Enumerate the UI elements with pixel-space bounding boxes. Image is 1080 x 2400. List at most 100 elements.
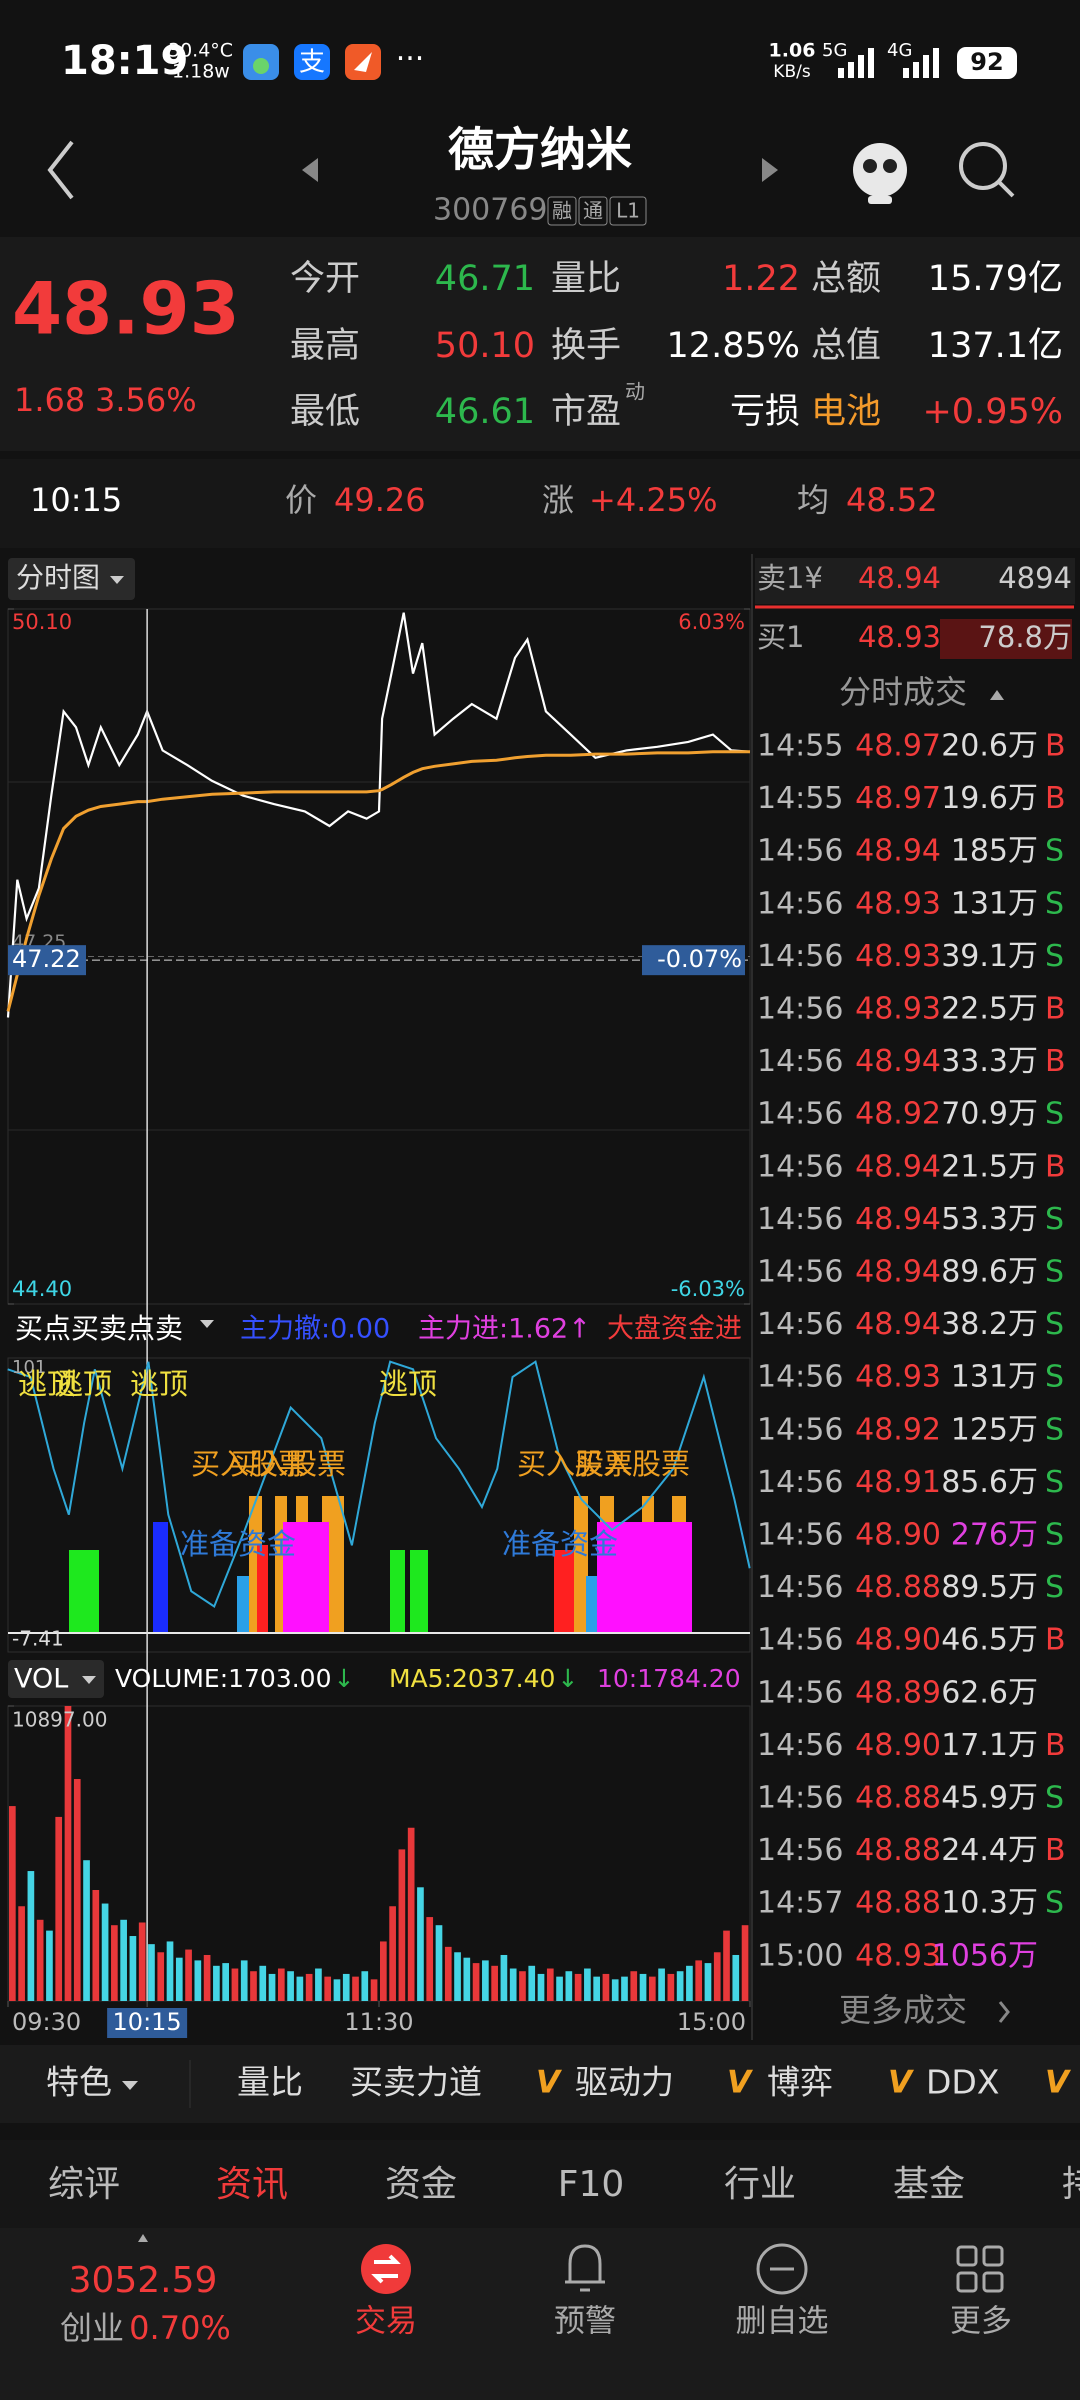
signal-label: 准备资金 bbox=[180, 1527, 296, 1561]
volume-bar bbox=[370, 1979, 378, 2001]
signal-type: 4G bbox=[887, 40, 912, 61]
signal-type: 5G bbox=[822, 40, 847, 61]
volume-bar bbox=[398, 1849, 406, 2001]
volume-bar bbox=[509, 1968, 517, 2001]
dropdown-arrow bbox=[110, 576, 124, 584]
vol-menu-button[interactable] bbox=[8, 1660, 104, 1698]
trade-volume: 53.3万 bbox=[941, 1202, 1038, 1237]
trade-side: B bbox=[1045, 1149, 1066, 1184]
volume-stat: MA5:2037.40 bbox=[389, 1664, 555, 1693]
signal-label: 准备资金 bbox=[502, 1527, 618, 1561]
chart-menu-button[interactable] bbox=[8, 558, 135, 600]
tab[interactable]: 资金 bbox=[385, 2164, 457, 2205]
volume-bar bbox=[342, 1973, 350, 2001]
trades-title: 分时成交 bbox=[839, 673, 967, 711]
feature-item[interactable]: 量比 bbox=[237, 2063, 303, 2102]
more-icon[interactable] bbox=[956, 2245, 1004, 2293]
feature-bar bbox=[0, 2045, 1080, 2123]
next-stock[interactable] bbox=[762, 158, 778, 182]
search-icon[interactable] bbox=[959, 142, 1015, 198]
prev-stock[interactable] bbox=[302, 158, 318, 182]
volume-bar bbox=[92, 1890, 100, 2001]
nav-item[interactable]: 更多 bbox=[950, 2304, 1012, 2340]
dropdown-arrow bbox=[200, 1320, 214, 1328]
feature-item[interactable]: DDX bbox=[926, 2063, 999, 2102]
trade-side: S bbox=[1045, 939, 1064, 974]
stat-label: 量比 bbox=[551, 259, 621, 299]
book-label: 买1 bbox=[757, 620, 804, 654]
tab[interactable]: F10 bbox=[558, 2164, 625, 2205]
volume-bar bbox=[713, 1952, 721, 2001]
tab[interactable]: 持仓 bbox=[1062, 2164, 1080, 2205]
tab[interactable]: 资讯 bbox=[216, 2164, 288, 2205]
volume-bar bbox=[27, 1871, 35, 2001]
trade-price: 48.93 bbox=[855, 886, 941, 921]
trade-side: S bbox=[1045, 1518, 1064, 1553]
crosshair-label-bg bbox=[8, 945, 86, 976]
trade-time: 14:56 bbox=[757, 886, 843, 921]
feature-item[interactable]: 驱动力 bbox=[575, 2063, 674, 2102]
crosshair-y-label: 47.22 bbox=[12, 945, 81, 973]
trade-side: B bbox=[1045, 1728, 1066, 1763]
chart-menu[interactable]: 分时图 bbox=[16, 561, 100, 594]
indicator-value: 主力撤:0.00 bbox=[240, 1314, 390, 1345]
trade-price: 48.93 bbox=[855, 1938, 941, 1973]
stat-value: 137.1亿 bbox=[928, 326, 1063, 366]
y2-tick-label: -6.03% bbox=[671, 1277, 745, 1301]
volume-bar bbox=[259, 1965, 267, 2001]
volume-bar bbox=[704, 1963, 712, 2001]
x-tick-label: 11:30 bbox=[344, 2008, 413, 2036]
stat-label-sup: 动 bbox=[625, 380, 645, 404]
volume-bar bbox=[658, 1968, 665, 2001]
volume-bar bbox=[556, 1976, 563, 2001]
trade-side: S bbox=[1045, 1465, 1064, 1500]
more-trades[interactable]: 更多成交 bbox=[839, 1991, 967, 2029]
trade-time: 14:56 bbox=[757, 1097, 843, 1132]
tab[interactable]: 行业 bbox=[724, 2164, 796, 2205]
trade-time: 14:56 bbox=[757, 1307, 843, 1342]
volume-bar bbox=[380, 1941, 387, 2001]
trade-price: 48.94 bbox=[855, 1255, 941, 1290]
tab[interactable]: 基金 bbox=[893, 2164, 965, 2205]
sort-arrow bbox=[990, 690, 1004, 700]
alert-icon[interactable] bbox=[565, 2244, 605, 2292]
app-icon-glyph bbox=[354, 52, 372, 72]
trade-icon[interactable] bbox=[361, 2244, 411, 2294]
battery-level: 92 bbox=[970, 48, 1003, 76]
crosshair-pct-label: -0.07% bbox=[657, 945, 742, 973]
trade-price: 48.88 bbox=[855, 1833, 941, 1868]
trade-side: B bbox=[1045, 729, 1066, 764]
trade-side: S bbox=[1045, 1255, 1064, 1290]
trade-price: 48.94 bbox=[855, 1044, 941, 1079]
badge bbox=[547, 196, 577, 226]
trade-price: 48.94 bbox=[855, 1307, 941, 1342]
trade-price: 48.92 bbox=[855, 1097, 941, 1132]
expand-arrow bbox=[138, 2234, 148, 2242]
indicator-value: 大盘资金进 bbox=[607, 1314, 742, 1345]
trade-volume: 17.1万 bbox=[941, 1728, 1038, 1763]
feature-item[interactable]: 博弈 bbox=[767, 2063, 833, 2102]
feature-menu[interactable]: 特色 bbox=[46, 2063, 112, 2102]
vol-menu[interactable]: VOL bbox=[14, 1664, 68, 1695]
signal-label: 逃顶 bbox=[54, 1367, 112, 1401]
nav-item[interactable]: 删自选 bbox=[736, 2304, 829, 2340]
tab[interactable]: 综评 bbox=[48, 2164, 120, 2205]
indicator-menu[interactable]: 买点买卖点卖 bbox=[15, 1312, 183, 1345]
trade-side: S bbox=[1045, 1570, 1064, 1605]
remove-watch-icon[interactable] bbox=[756, 2243, 808, 2295]
stat-value: 亏损 bbox=[730, 392, 800, 432]
stat-value: 46.71 bbox=[435, 259, 535, 299]
trade-price: 48.94 bbox=[855, 1149, 941, 1184]
battery bbox=[957, 47, 1017, 79]
back-button[interactable] bbox=[47, 140, 74, 200]
feature-item[interactable]: 买卖力道 bbox=[350, 2063, 482, 2102]
mascot-icon[interactable] bbox=[853, 143, 907, 204]
volume-bar bbox=[463, 1957, 471, 2001]
trade-side: S bbox=[1045, 1360, 1064, 1395]
trade-time: 15:00 bbox=[757, 1938, 843, 1973]
volume-bar bbox=[435, 1925, 443, 2001]
nav-item[interactable]: 交易 bbox=[355, 2304, 417, 2340]
stat-label: 最高 bbox=[290, 326, 360, 366]
nav-item[interactable]: 预警 bbox=[554, 2304, 616, 2340]
